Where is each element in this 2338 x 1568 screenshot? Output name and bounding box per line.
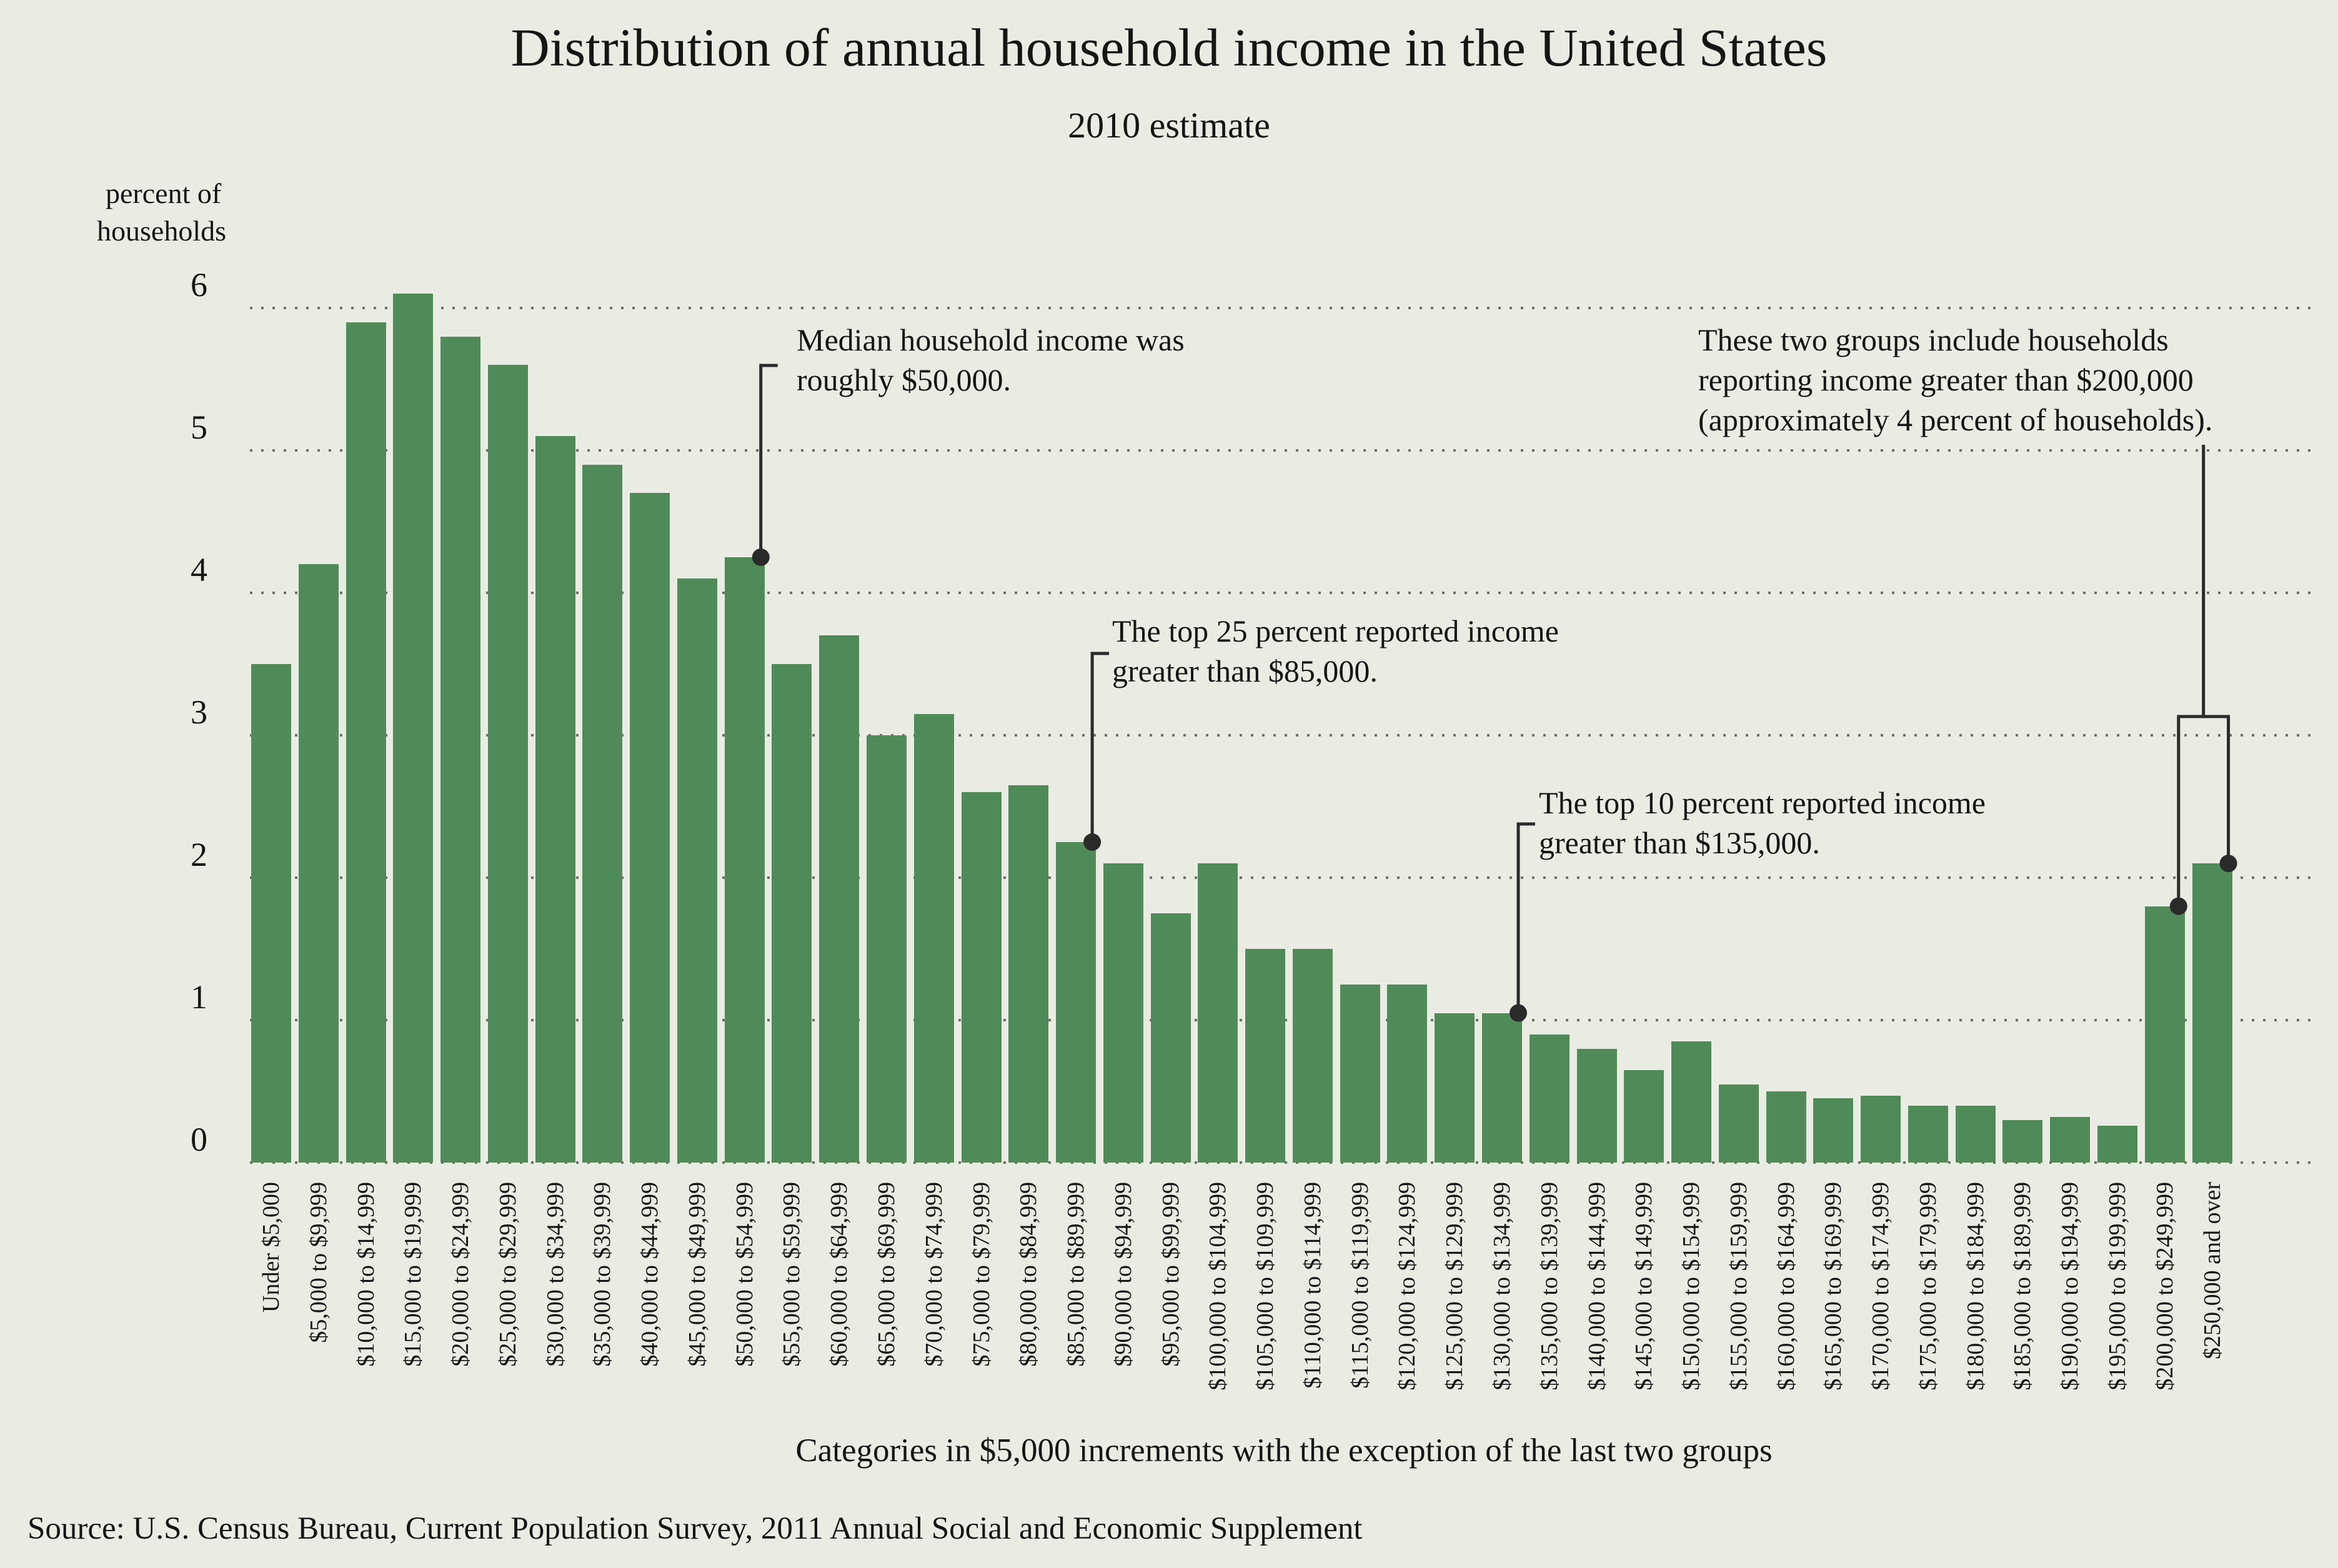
y-tick-label-5: 5 [191, 409, 207, 446]
annotation-top10-line1: The top 10 percent reported income [1539, 785, 1986, 820]
bar [1292, 949, 1333, 1163]
gridline-5 [250, 449, 2318, 452]
bar [1955, 1105, 1996, 1163]
annotation-top10-line2: greater than $135,000. [1539, 825, 1820, 860]
bar [1624, 1069, 1664, 1163]
bar [1813, 1098, 1854, 1163]
bar [1576, 1048, 1617, 1163]
annotation-top-groups-line3: (approximately 4 percent of households). [1698, 402, 2213, 437]
bar [913, 713, 954, 1163]
annotation-top-groups-line2: reporting income greater than $200,000 [1698, 362, 2194, 397]
annotation-top25: The top 25 percent reported income great… [1112, 611, 1559, 691]
annotation-median-line1: Median household income was [797, 322, 1185, 357]
chart-subtitle: 2010 estimate [1068, 105, 1270, 146]
bar [582, 464, 623, 1163]
annotation-top10: The top 10 percent reported income great… [1539, 783, 1986, 863]
gridline-2 [250, 876, 2318, 879]
bar [1198, 863, 1238, 1163]
bar [393, 294, 434, 1163]
bar [1718, 1084, 1759, 1163]
y-tick-label-2: 2 [191, 836, 207, 873]
y-tick-label-4: 4 [191, 551, 207, 588]
bar [1340, 985, 1380, 1163]
bar [1861, 1095, 1901, 1163]
bar [2002, 1119, 2043, 1163]
bracket-dot-200k [2169, 897, 2187, 915]
bar [677, 578, 717, 1163]
bar [819, 635, 860, 1163]
callout-dot-top10 [1510, 1004, 1528, 1022]
gridline-0 [250, 1161, 2318, 1164]
bar [1150, 913, 1191, 1163]
callout-line-top25 [1090, 652, 1110, 842]
y-tick-label-6: 6 [191, 266, 207, 304]
chart-title: Distribution of annual household income … [510, 17, 1828, 77]
bar [2144, 906, 2185, 1163]
bracket [2177, 715, 2231, 906]
bracket-dot-250k [2219, 855, 2237, 873]
y-tick-label-1: 1 [191, 978, 207, 1016]
bar [2097, 1125, 2138, 1163]
y-axis-label-line1: percent of [106, 177, 222, 209]
bar [487, 365, 528, 1163]
gridline-6 [250, 307, 2318, 309]
bar [1482, 1013, 1523, 1163]
bar [2192, 863, 2232, 1163]
annotation-median: Median household income was roughly $50,… [797, 320, 1185, 400]
bar [630, 493, 670, 1163]
bar [1529, 1034, 1569, 1163]
annotation-median-line2: roughly $50,000. [797, 362, 1012, 397]
annotation-top-groups-line1: These two groups include households [1698, 322, 2169, 357]
x-axis-caption: Categories in $5,000 increments with the… [795, 1432, 1773, 1469]
bar [961, 792, 1002, 1163]
bar [1766, 1091, 1806, 1163]
bar [772, 664, 812, 1163]
bar [1435, 1013, 1475, 1163]
y-tick-label-0: 0 [191, 1121, 207, 1158]
bar [1103, 863, 1143, 1163]
callout-dot-top25 [1083, 833, 1102, 851]
gridline-3 [250, 734, 2318, 737]
bar [1908, 1105, 1948, 1163]
source-note: Source: U.S. Census Bureau, Current Popu… [27, 1511, 1363, 1546]
bar [1245, 949, 1286, 1163]
bar [440, 336, 481, 1163]
callout-line-median [759, 364, 778, 557]
bar [251, 664, 291, 1163]
y-axis-label: percent of households [97, 175, 226, 250]
bar [1008, 785, 1049, 1163]
bar [1056, 842, 1097, 1163]
y-axis-label-line2: households [97, 215, 226, 247]
annotation-top-groups: These two groups include households repo… [1698, 320, 2212, 440]
bar [1387, 985, 1428, 1163]
bar [1671, 1041, 1712, 1163]
annotation-top25-line2: greater than $85,000. [1112, 653, 1378, 688]
bar [724, 557, 765, 1163]
bar [535, 436, 575, 1163]
bar [2050, 1117, 2091, 1163]
bar [346, 322, 386, 1163]
bar [298, 564, 339, 1163]
callout-line-top10 [1516, 822, 1536, 1013]
bar [867, 735, 907, 1163]
gridline-4 [250, 592, 2318, 594]
callout-dot-median [752, 548, 770, 566]
annotation-top25-line1: The top 25 percent reported income [1112, 613, 1559, 648]
y-tick-label-3: 3 [191, 693, 207, 731]
